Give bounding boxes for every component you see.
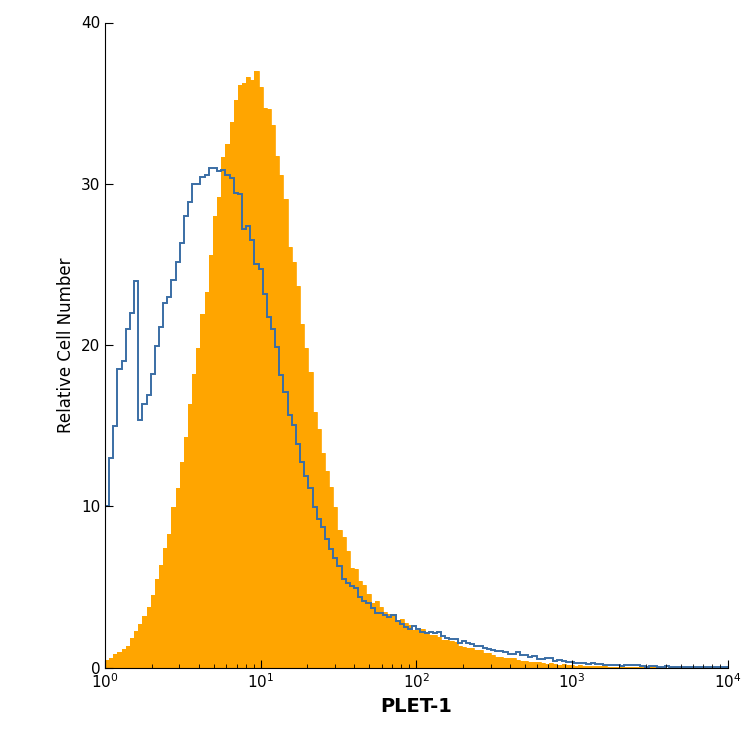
Y-axis label: Relative Cell Number: Relative Cell Number: [57, 257, 75, 433]
X-axis label: PLET-1: PLET-1: [380, 697, 452, 715]
